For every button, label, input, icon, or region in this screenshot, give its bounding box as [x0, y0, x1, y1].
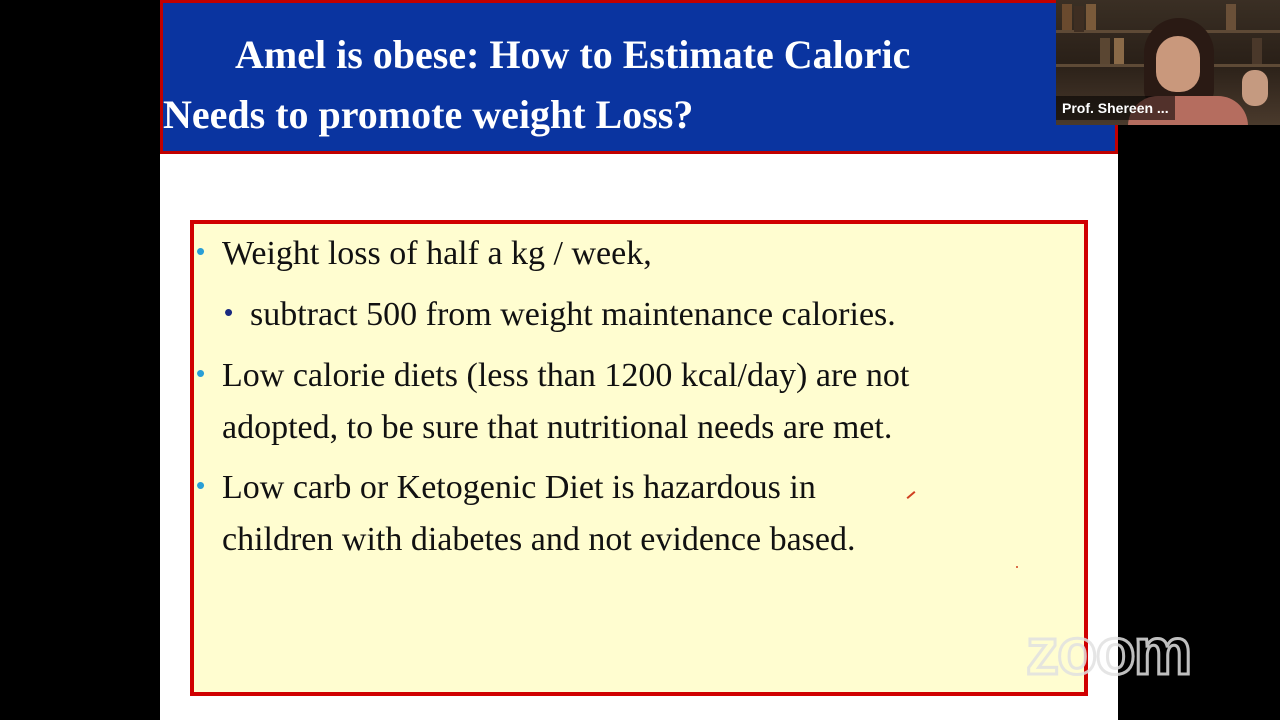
- book: [1074, 6, 1084, 32]
- sub-bullet-marker: •: [224, 297, 234, 327]
- participant-name-label: Prof. Shereen ...: [1056, 96, 1175, 120]
- slide-title-line-2: Needs to promote weight Loss?: [163, 92, 694, 137]
- annotation-dot: [1016, 566, 1018, 568]
- participant-video-tile[interactable]: Prof. Shereen ...: [1056, 0, 1280, 125]
- bullet-2-line-1: Low calorie diets (less than 1200 kcal/d…: [222, 357, 910, 394]
- sub-bullet-1-text: subtract 500 from weight maintenance cal…: [250, 296, 896, 333]
- zoom-logo-watermark: zoom: [1024, 614, 1193, 688]
- book: [1226, 4, 1236, 30]
- bullet-2-line-2: adopted, to be sure that nutritional nee…: [222, 409, 893, 446]
- presentation-slide: Amel is obese: How to Estimate Caloric N…: [160, 0, 1118, 720]
- participant-hand: [1242, 70, 1268, 106]
- bullet-marker: •: [196, 236, 206, 266]
- bullet-3-line-1: Low carb or Ketogenic Diet is hazardous …: [222, 469, 816, 506]
- bullet-1-text: Weight loss of half a kg / week,: [222, 235, 652, 272]
- slide-title-bar: Amel is obese: How to Estimate Caloric N…: [160, 0, 1118, 154]
- annotation-mark: [906, 491, 916, 499]
- slide-title-line-1: Amel is obese: How to Estimate Caloric: [235, 32, 911, 77]
- bullet-marker: •: [196, 358, 206, 388]
- book: [1252, 38, 1262, 64]
- bullet-marker: •: [196, 470, 206, 500]
- participant-face: [1156, 36, 1200, 92]
- bullet-3-line-2: children with diabetes and not evidence …: [222, 521, 856, 558]
- slide-content-box: • Weight loss of half a kg / week, • sub…: [190, 220, 1088, 696]
- book: [1100, 38, 1110, 64]
- book: [1114, 38, 1124, 64]
- book: [1062, 4, 1072, 30]
- book: [1086, 4, 1096, 30]
